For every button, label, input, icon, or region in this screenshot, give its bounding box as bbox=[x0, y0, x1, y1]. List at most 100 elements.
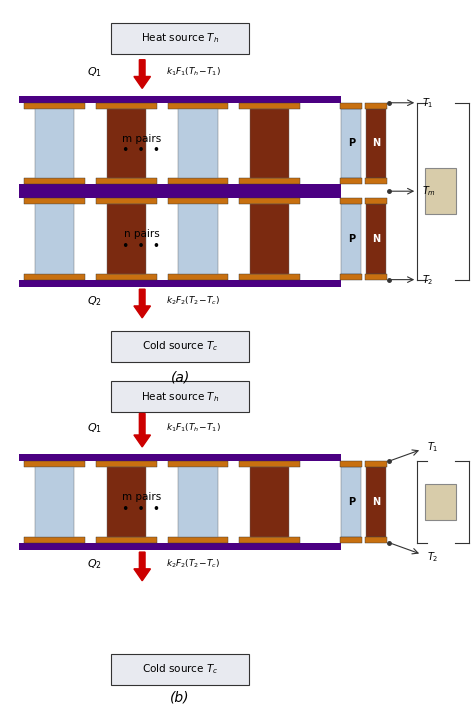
Bar bbox=[24, 461, 85, 467]
FancyBboxPatch shape bbox=[111, 23, 249, 54]
FancyBboxPatch shape bbox=[425, 484, 456, 520]
Text: $Q_1$: $Q_1$ bbox=[87, 421, 102, 435]
Bar bbox=[19, 95, 341, 191]
Bar bbox=[366, 467, 386, 537]
Bar bbox=[107, 204, 146, 274]
Text: $k_2F_2(T_2\!-\!T_c)$: $k_2F_2(T_2\!-\!T_c)$ bbox=[166, 295, 220, 308]
Bar bbox=[96, 199, 157, 204]
Bar bbox=[168, 103, 228, 108]
Bar bbox=[340, 103, 363, 108]
FancyArrow shape bbox=[134, 60, 151, 88]
Bar bbox=[19, 543, 341, 550]
Bar bbox=[178, 467, 218, 537]
Text: •  •  •: • • • bbox=[122, 239, 161, 252]
Text: $T_1$: $T_1$ bbox=[427, 440, 438, 454]
Bar bbox=[168, 537, 228, 543]
Bar bbox=[178, 204, 218, 274]
Bar bbox=[168, 461, 228, 467]
Bar bbox=[168, 179, 228, 184]
Bar bbox=[19, 454, 341, 461]
Bar bbox=[365, 103, 387, 108]
Bar bbox=[35, 204, 74, 274]
Text: •  •  •: • • • bbox=[122, 503, 161, 516]
Text: Cold source $T_c$: Cold source $T_c$ bbox=[142, 340, 219, 353]
Text: $T_2$: $T_2$ bbox=[427, 550, 438, 564]
Bar bbox=[239, 103, 300, 108]
Bar bbox=[19, 280, 341, 287]
Bar bbox=[239, 199, 300, 204]
Bar bbox=[341, 467, 361, 537]
Bar bbox=[24, 537, 85, 543]
Bar bbox=[35, 108, 74, 179]
Text: Cold source $T_c$: Cold source $T_c$ bbox=[142, 663, 219, 676]
Text: n pairs: n pairs bbox=[124, 229, 159, 239]
Bar bbox=[35, 467, 74, 537]
Text: N: N bbox=[372, 138, 380, 148]
Bar bbox=[96, 179, 157, 184]
Text: m pairs: m pairs bbox=[122, 133, 161, 143]
Bar bbox=[365, 274, 387, 280]
Bar bbox=[250, 467, 289, 537]
Bar bbox=[168, 199, 228, 204]
FancyArrow shape bbox=[134, 289, 151, 318]
Text: m pairs: m pairs bbox=[122, 492, 161, 502]
Text: $k_2F_2(T_2\!-\!T_c)$: $k_2F_2(T_2\!-\!T_c)$ bbox=[166, 558, 220, 570]
Bar bbox=[107, 108, 146, 179]
Text: (b): (b) bbox=[170, 691, 190, 705]
FancyArrow shape bbox=[134, 552, 151, 581]
Bar bbox=[366, 204, 386, 274]
Text: Heat source $T_h$: Heat source $T_h$ bbox=[141, 390, 219, 404]
Text: $T_m$: $T_m$ bbox=[422, 184, 436, 198]
Text: $T_2$: $T_2$ bbox=[422, 272, 433, 287]
Bar bbox=[96, 537, 157, 543]
Bar bbox=[340, 461, 363, 467]
Text: $T_1$: $T_1$ bbox=[422, 96, 433, 110]
Bar bbox=[24, 199, 85, 204]
Bar bbox=[250, 108, 289, 179]
Bar bbox=[168, 274, 228, 280]
Bar bbox=[19, 95, 341, 103]
FancyBboxPatch shape bbox=[111, 381, 249, 412]
Bar bbox=[340, 537, 363, 543]
Bar bbox=[365, 461, 387, 467]
Text: N: N bbox=[372, 234, 380, 244]
Bar bbox=[96, 274, 157, 280]
Text: $k_1F_1(T_h\!-\!T_1)$: $k_1F_1(T_h\!-\!T_1)$ bbox=[166, 65, 221, 78]
Bar bbox=[19, 184, 341, 191]
Bar bbox=[365, 537, 387, 543]
Text: $Q_2$: $Q_2$ bbox=[87, 294, 102, 308]
Text: N: N bbox=[372, 497, 380, 507]
Bar bbox=[239, 461, 300, 467]
Text: P: P bbox=[347, 497, 355, 507]
Text: $Q_2$: $Q_2$ bbox=[87, 557, 102, 571]
Bar bbox=[366, 108, 386, 179]
Text: $k_1F_1(T_h\!-\!T_1)$: $k_1F_1(T_h\!-\!T_1)$ bbox=[166, 422, 221, 434]
Bar bbox=[24, 274, 85, 280]
Text: P: P bbox=[347, 138, 355, 148]
Bar bbox=[96, 103, 157, 108]
Bar bbox=[250, 204, 289, 274]
Bar bbox=[340, 274, 363, 280]
Bar bbox=[178, 108, 218, 179]
FancyBboxPatch shape bbox=[111, 654, 249, 685]
Bar bbox=[239, 179, 300, 184]
Bar bbox=[107, 467, 146, 537]
Bar bbox=[239, 537, 300, 543]
Bar bbox=[24, 103, 85, 108]
Text: Heat source $T_h$: Heat source $T_h$ bbox=[141, 32, 219, 45]
FancyBboxPatch shape bbox=[425, 168, 456, 214]
FancyBboxPatch shape bbox=[111, 331, 249, 362]
Bar bbox=[365, 179, 387, 184]
Text: P: P bbox=[347, 234, 355, 244]
Bar bbox=[19, 191, 341, 287]
Bar bbox=[340, 199, 363, 204]
Bar bbox=[24, 179, 85, 184]
Bar bbox=[239, 274, 300, 280]
Bar bbox=[365, 199, 387, 204]
Text: (a): (a) bbox=[171, 371, 190, 384]
FancyArrow shape bbox=[134, 414, 151, 447]
Bar bbox=[19, 191, 341, 199]
Bar bbox=[340, 179, 363, 184]
Text: •  •  •: • • • bbox=[122, 144, 161, 157]
Bar bbox=[341, 204, 361, 274]
